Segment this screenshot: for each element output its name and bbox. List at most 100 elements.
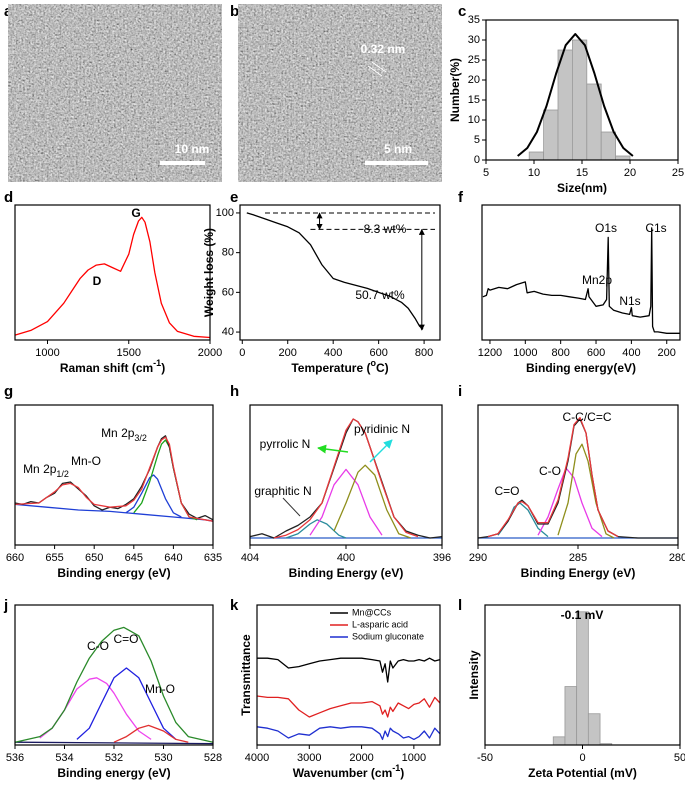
plot-frame [477,404,679,546]
x-tick-label: 1200 [478,347,502,359]
annotation: C=O [113,632,138,646]
x-tick-label: 800 [551,347,569,359]
annotation: D [93,274,102,288]
annotation: Mn2p [582,273,612,287]
series-line [482,227,680,334]
x-tick-label: 650 [85,552,103,564]
annotation: Mn-O [71,454,101,468]
panel-label: k [230,597,239,614]
annotation: pyrrolic N [260,437,311,451]
x-axis-label-part: Binding energy(eV) [526,361,636,375]
series-line [537,467,603,538]
x-axis-label-part: o [370,358,376,368]
series-line [113,724,189,743]
bar [557,49,573,161]
annotation: C1s [645,221,666,235]
y-tick-label: 80 [222,247,234,259]
y-tick-label: 60 [222,286,234,298]
x-axis-label-part: ) [400,766,404,780]
annotation-part: 3/2 [134,433,147,443]
bar [564,686,578,746]
annotation: G [131,206,140,220]
series-line [125,474,182,518]
x-axis-label-part: Temperature ( [291,361,370,375]
plot [482,227,680,334]
y-tick-label: 5 [474,134,480,146]
x-tick-label: 645 [125,552,143,564]
x-tick-label: 10 [528,167,540,179]
series-line [39,677,152,740]
annotation: C-O [539,464,561,478]
series-line [133,439,198,521]
plot-frame [481,204,681,341]
panel-label: g [4,383,13,400]
series-line [557,443,615,539]
x-tick-label: 1000 [513,347,537,359]
series-line [256,695,441,718]
annotation: C=O [494,484,519,498]
x-tick-label: 1000 [35,347,59,359]
x-tick-label: 530 [154,752,172,764]
annotation: 5 nm [384,142,412,156]
x-tick-label: 655 [45,552,63,564]
series-line [257,657,441,683]
x-tick-label: 536 [6,752,24,764]
bar [587,713,601,746]
x-axis-label: Wavenumber (cm-1) [293,763,405,780]
y-tick-label: 15 [468,94,480,106]
plot-frame [239,204,441,341]
x-tick-label: 528 [204,752,222,764]
panel-label: e [230,189,238,206]
pointer [369,439,393,463]
x-tick-label: 532 [105,752,123,764]
x-tick-label: 2000 [198,347,222,359]
x-tick-label: 1000 [402,752,426,764]
annotation: 0.32 nm [361,42,406,56]
x-tick-label: 400 [324,347,342,359]
legend-label: L-asparic acid [352,619,408,629]
x-axis-label-part: Binding Energy (eV) [289,566,404,580]
series-line [285,519,347,539]
series-line [517,33,634,157]
annotation: O1s [595,221,617,235]
x-tick-label: 0 [239,347,245,359]
series-line [487,416,619,538]
panel-label: i [458,383,462,400]
x-tick-label: 50 [674,752,685,764]
x-axis-label-part: Size(nm) [557,181,607,195]
x-tick-label: 2000 [349,752,373,764]
plot [477,416,678,539]
legend-label: Sodium gluconate [352,631,424,641]
lattice-mark [371,61,387,73]
lattice-mark [367,65,383,77]
x-axis-label: Binding energy (eV) [57,566,170,580]
series-line [333,464,412,539]
series-line [14,436,214,522]
plot [517,33,634,161]
x-tick-label: 290 [469,552,487,564]
x-axis-label: Binding energy (eV) [57,766,170,780]
bar [600,131,617,161]
y-tick-label: 0 [474,154,480,166]
x-tick-label: 3000 [297,752,321,764]
annotation: pyridinic N [354,422,410,436]
plot [14,626,214,745]
x-tick-label: 404 [241,552,259,564]
annotation: 8.3 wt% [364,222,407,236]
plot-frame [249,404,443,546]
x-axis-label-part: Wavenumber (cm [293,766,393,780]
plot [14,435,214,522]
annotation: 50.7 wt% [355,288,405,302]
y-axis-label: Intensity [467,650,481,700]
y-axis-label: Number(%) [448,58,462,122]
x-axis-label-part: -1 [392,763,400,773]
annotation: 10 nm [175,142,210,156]
x-tick-label: 640 [164,552,182,564]
series-line [14,741,214,745]
plot [552,611,613,746]
x-tick-label: -50 [477,752,493,764]
y-tick-label: 20 [468,74,480,86]
pointer [282,497,301,517]
y-tick-label: 100 [216,207,234,219]
